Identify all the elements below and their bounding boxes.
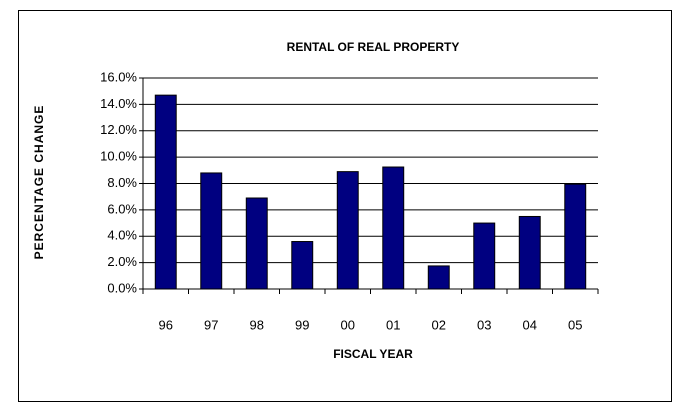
chart-title: RENTAL OF REAL PROPERTY bbox=[287, 40, 460, 54]
bar bbox=[154, 94, 177, 290]
x-axis-label: FISCAL YEAR bbox=[333, 347, 413, 361]
y-tick-label: 2.0% bbox=[107, 254, 137, 269]
x-tick-label: 99 bbox=[295, 317, 309, 332]
y-tick-label: 0.0% bbox=[107, 280, 137, 295]
y-tick-label: 12.0% bbox=[100, 122, 137, 137]
bar bbox=[427, 265, 450, 290]
x-tick-label: 03 bbox=[477, 317, 491, 332]
bar bbox=[291, 241, 314, 290]
bar bbox=[382, 166, 405, 290]
y-tick-label: 14.0% bbox=[100, 96, 137, 111]
bar bbox=[245, 197, 268, 290]
x-tick-label: 02 bbox=[432, 317, 446, 332]
bar bbox=[518, 215, 541, 290]
bar bbox=[473, 222, 496, 290]
x-tick-label: 97 bbox=[204, 317, 218, 332]
x-tick-label: 01 bbox=[386, 317, 400, 332]
x-tick-label: 00 bbox=[341, 317, 355, 332]
y-tick-label: 6.0% bbox=[107, 201, 137, 216]
bar bbox=[200, 172, 223, 290]
x-tick-label: 04 bbox=[523, 317, 537, 332]
x-tick-label: 05 bbox=[568, 317, 582, 332]
x-tick-label: 98 bbox=[250, 317, 264, 332]
y-tick-label: 8.0% bbox=[107, 175, 137, 190]
x-tick-label: 96 bbox=[159, 317, 173, 332]
bar bbox=[336, 171, 359, 290]
y-axis-label: PERCENTAGE CHANGE bbox=[32, 105, 46, 260]
y-tick-label: 16.0% bbox=[100, 69, 137, 84]
y-tick-label: 4.0% bbox=[107, 228, 137, 243]
bar bbox=[564, 183, 587, 290]
y-tick-label: 10.0% bbox=[100, 149, 137, 164]
